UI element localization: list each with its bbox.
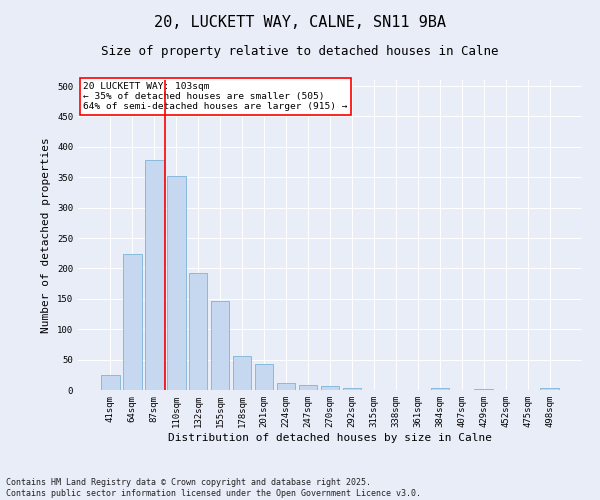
- Text: 20 LUCKETT WAY: 103sqm
← 35% of detached houses are smaller (505)
64% of semi-de: 20 LUCKETT WAY: 103sqm ← 35% of detached…: [83, 82, 347, 112]
- Bar: [320, 386, 340, 390]
- Bar: [255, 364, 274, 390]
- Bar: [167, 176, 185, 390]
- Y-axis label: Number of detached properties: Number of detached properties: [41, 137, 52, 333]
- Text: Contains HM Land Registry data © Crown copyright and database right 2025.
Contai: Contains HM Land Registry data © Crown c…: [6, 478, 421, 498]
- Bar: [145, 160, 164, 390]
- Bar: [189, 272, 208, 390]
- Text: 20, LUCKETT WAY, CALNE, SN11 9BA: 20, LUCKETT WAY, CALNE, SN11 9BA: [154, 15, 446, 30]
- Text: Size of property relative to detached houses in Calne: Size of property relative to detached ho…: [101, 45, 499, 58]
- Bar: [211, 300, 229, 390]
- Bar: [233, 356, 251, 390]
- Bar: [101, 375, 119, 390]
- X-axis label: Distribution of detached houses by size in Calne: Distribution of detached houses by size …: [168, 432, 492, 442]
- Bar: [299, 384, 317, 390]
- Bar: [431, 388, 449, 390]
- Bar: [541, 388, 559, 390]
- Bar: [123, 254, 142, 390]
- Bar: [277, 382, 295, 390]
- Bar: [343, 388, 361, 390]
